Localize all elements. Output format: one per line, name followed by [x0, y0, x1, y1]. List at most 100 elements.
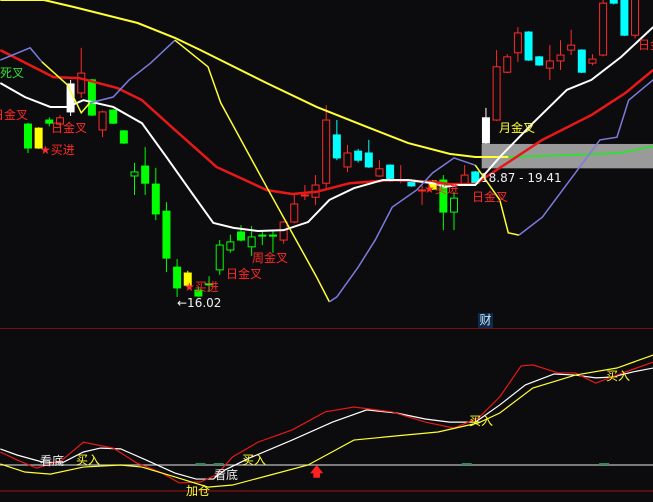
month-golden-cross-label: 月金叉: [499, 121, 536, 135]
candle: [535, 55, 544, 66]
candle: [524, 31, 533, 61]
candle-body: [631, 0, 640, 36]
candle-body: [343, 152, 352, 168]
indicator-line: [0, 46, 43, 63]
death-cross-label: 死叉: [0, 66, 25, 80]
candle-body: [162, 210, 171, 259]
week-golden-cross-label: 周金叉: [252, 251, 289, 265]
price-range-label: 18.87 - 19.41: [481, 171, 562, 185]
bottom-signal-label: 看底: [40, 454, 65, 468]
buy-signal-label: ★买进: [184, 280, 219, 294]
buy-signal-label: 买入: [469, 414, 494, 428]
candle-body: [24, 123, 32, 149]
candle: [119, 129, 128, 144]
candle-body: [34, 127, 43, 149]
candle-body: [151, 183, 160, 215]
candle: [545, 45, 554, 80]
candle: [343, 144, 352, 172]
candle-body: [247, 236, 256, 248]
candle: [226, 234, 235, 253]
main-price-panel[interactable]: [0, 0, 653, 330]
candle: [162, 202, 171, 273]
candle-body: [322, 119, 331, 184]
candle: [151, 167, 160, 221]
candle: [130, 162, 139, 195]
candle-body: [183, 272, 192, 286]
up-arrow-icon: 🡅: [310, 465, 324, 480]
candle-body: [588, 58, 597, 64]
candle-body: [205, 283, 214, 286]
candle: [567, 29, 576, 56]
candle-body: [535, 56, 544, 66]
buy-signal-label: 买入: [242, 453, 267, 467]
candle: [322, 105, 331, 190]
candle: [450, 191, 458, 231]
buy-signal-label: 买入: [606, 369, 631, 383]
baseline-bar: [213, 463, 224, 465]
candle: [631, 0, 640, 39]
baseline-bar: [599, 463, 610, 465]
candle: [375, 160, 384, 177]
indicator-line: [0, 26, 653, 233]
candle-body: [545, 60, 554, 69]
candle: [24, 122, 32, 153]
candle-body: [55, 117, 64, 125]
day-golden-cross-label: 日金叉: [226, 267, 263, 281]
candle-body: [258, 234, 267, 237]
bottom-signal-label: 看底: [214, 468, 239, 482]
candle-body: [503, 56, 512, 73]
candle-body: [45, 119, 54, 124]
day-golden-cross-label: 日金叉: [0, 108, 29, 122]
candle-body: [375, 168, 384, 177]
candle: [354, 148, 363, 163]
day-golden-cross-label: 日金叉: [472, 190, 509, 204]
candle-body: [513, 32, 522, 54]
candle: [205, 276, 214, 292]
candle: [513, 27, 522, 62]
candle-body: [130, 171, 139, 177]
candle: [98, 110, 107, 138]
candle-body: [98, 111, 107, 131]
candle-body: [173, 266, 182, 289]
candle: [258, 230, 267, 246]
candle-body: [386, 164, 395, 182]
candle: [332, 120, 341, 161]
candle-body: [332, 134, 341, 159]
candle-body: [364, 152, 373, 168]
candle: [503, 54, 512, 74]
candle-body: [119, 130, 128, 144]
candle: [34, 127, 43, 149]
indicator-line: [41, 61, 91, 115]
candle: [45, 117, 54, 127]
day-golden-cross-label: 日金叉: [51, 121, 88, 135]
indicator-line: [508, 145, 653, 159]
candle-body: [439, 179, 448, 213]
candle-body: [77, 72, 86, 94]
candle-body: [524, 31, 533, 61]
candle-body: [577, 49, 586, 73]
candle-body: [109, 109, 118, 124]
candle: [279, 221, 288, 244]
candle-body: [354, 150, 363, 161]
candle: [460, 165, 469, 186]
candle: [141, 147, 150, 195]
candle: [556, 40, 565, 70]
indicator-line: [89, 39, 176, 104]
candle: [577, 49, 586, 74]
candle-body: [620, 0, 629, 36]
candle: [364, 139, 373, 168]
candle: [588, 54, 597, 66]
indicator-line: [0, 48, 653, 196]
candle-body: [290, 203, 299, 223]
indicator-line: [0, 0, 509, 159]
candle-body: [268, 234, 277, 237]
candle-body: [141, 165, 150, 184]
low-price-marker: ←16.02: [177, 296, 222, 310]
buy-signal-label: 买入: [76, 453, 101, 467]
day-golden-cross-label: 日金叉: [638, 38, 653, 52]
candle: [290, 194, 299, 224]
candle: [55, 115, 64, 127]
candle-body: [87, 79, 96, 116]
candle-body: [609, 0, 618, 4]
finance-info-button[interactable]: 财: [478, 313, 493, 328]
